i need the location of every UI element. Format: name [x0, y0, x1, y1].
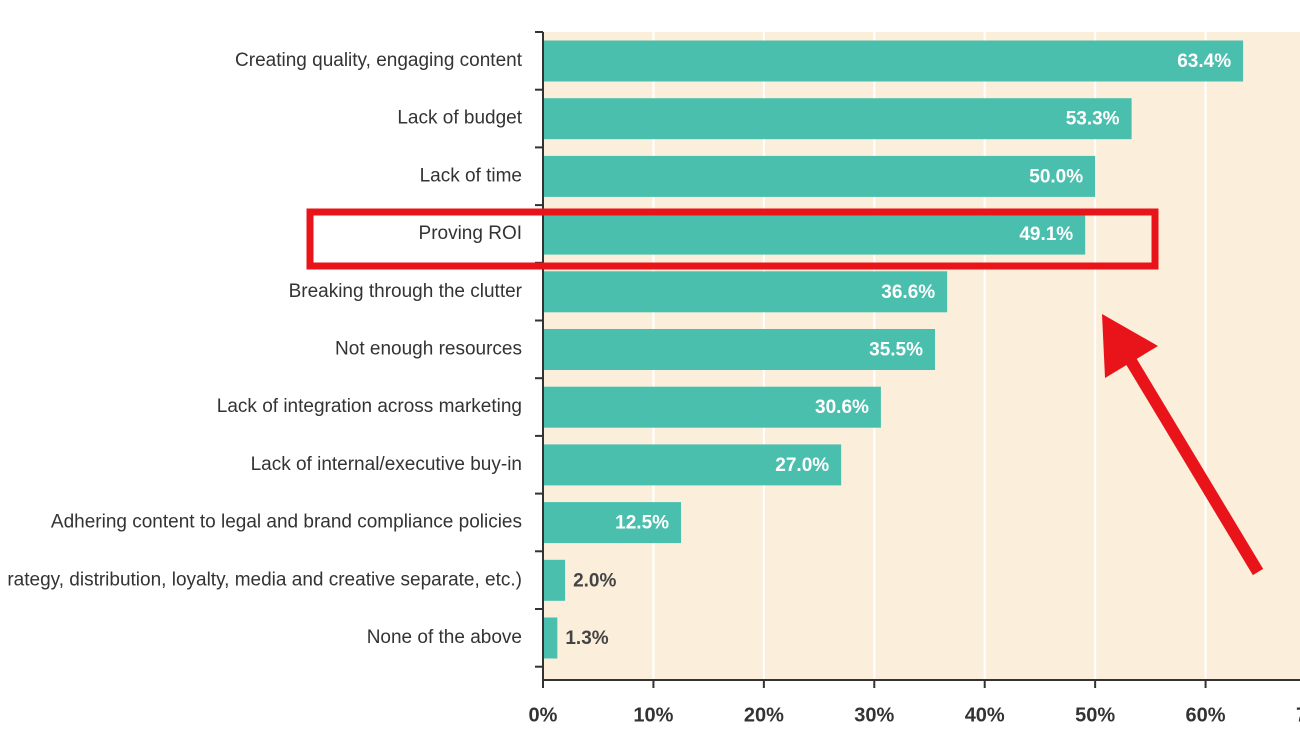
- value-label: 12.5%: [615, 513, 669, 534]
- value-label: 35.5%: [869, 340, 923, 361]
- value-label: 27.0%: [775, 455, 829, 476]
- value-label: 50.0%: [1029, 166, 1083, 187]
- value-label: 30.6%: [815, 397, 869, 418]
- category-label: rategy, distribution, loyalty, media and…: [7, 569, 522, 590]
- bar: [543, 559, 566, 601]
- x-tick-label: 10%: [633, 704, 673, 726]
- bar: [543, 444, 842, 486]
- value-label: 36.6%: [881, 282, 935, 303]
- category-label: Not enough resources: [335, 339, 522, 360]
- bar: [543, 155, 1096, 197]
- highlight-box: [306, 208, 1159, 270]
- x-tick-label: 40%: [965, 704, 1005, 726]
- value-label: 53.3%: [1066, 109, 1120, 130]
- category-label: Lack of budget: [397, 108, 522, 129]
- x-tick-label: 70%: [1296, 704, 1300, 726]
- arrow-shaft: [1122, 352, 1264, 576]
- category-label: Lack of internal/executive buy-in: [251, 454, 522, 475]
- value-label: 1.3%: [565, 628, 608, 649]
- category-label: Creating quality, engaging content: [235, 50, 523, 71]
- bar: [543, 617, 558, 659]
- x-tick-label: 50%: [1075, 704, 1115, 726]
- x-tick-label: 60%: [1186, 704, 1226, 726]
- bar: [543, 213, 1086, 255]
- x-tick-label: 30%: [854, 704, 894, 726]
- x-tick-label: 20%: [744, 704, 784, 726]
- bar: [543, 502, 682, 544]
- arrow-head: [1102, 314, 1158, 378]
- value-label: 63.4%: [1177, 51, 1231, 72]
- category-label: Lack of time: [420, 165, 522, 186]
- category-label: Adhering content to legal and brand comp…: [51, 512, 522, 533]
- bar: [543, 40, 1244, 82]
- category-label: Breaking through the clutter: [289, 281, 523, 302]
- bar: [543, 98, 1132, 140]
- bar: [543, 386, 881, 428]
- category-label: None of the above: [367, 627, 522, 648]
- bar: [543, 271, 948, 313]
- bar: [543, 329, 936, 370]
- category-label: Proving ROI: [419, 223, 522, 244]
- value-label: 49.1%: [1019, 224, 1073, 245]
- value-label: 2.0%: [573, 570, 616, 591]
- x-tick-label: 0%: [529, 704, 558, 726]
- category-label: Lack of integration across marketing: [217, 396, 522, 417]
